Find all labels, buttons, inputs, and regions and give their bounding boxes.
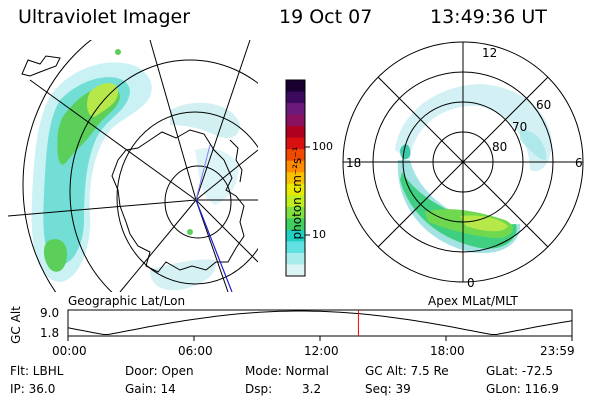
colorbar-tick-10: 10 xyxy=(312,228,326,241)
instrument-title: Ultraviolet Imager xyxy=(18,6,191,28)
left-map-label: Geographic Lat/Lon xyxy=(68,294,186,308)
magnetic-polar-map xyxy=(342,41,584,283)
colorbar xyxy=(285,79,310,277)
mlt-label-6: 6 xyxy=(575,156,583,170)
mlt-label-12: 12 xyxy=(482,46,498,60)
colorbar-swatch xyxy=(286,80,305,93)
colorbar-swatch xyxy=(286,137,305,150)
colorbar-swatch xyxy=(286,229,305,242)
info-mode: Mode: Normal xyxy=(245,364,329,378)
info-ip: IP: 36.0 xyxy=(10,382,56,396)
colorbar-swatch xyxy=(286,172,305,185)
longitude-lines xyxy=(8,40,258,292)
south-america-coastline xyxy=(21,55,61,77)
colorbar-swatch xyxy=(286,183,305,196)
colorbar-swatch xyxy=(286,114,305,127)
latitude-circles xyxy=(22,40,258,292)
colorbar-swatch xyxy=(286,195,305,208)
geographic-map xyxy=(8,40,258,292)
mlat-label-80: 80 xyxy=(492,140,508,154)
time-title: 13:49:36 UT xyxy=(430,6,547,28)
gc-xtick-2: 12:00 xyxy=(304,344,339,358)
gc-altitude-plot xyxy=(67,309,573,341)
info-gc-alt: GC Alt: 7.5 Re xyxy=(365,364,449,378)
info-seq: Seq: 39 xyxy=(365,382,411,396)
gc-ymin: 1.8 xyxy=(40,326,60,340)
mlat-label-60: 60 xyxy=(536,98,552,112)
right-auroral-emission xyxy=(395,84,552,254)
mlt-label-18: 18 xyxy=(346,156,362,170)
colorbar-swatch xyxy=(286,252,305,265)
colorbar-unit-label: photon cm⁻²s⁻¹ xyxy=(290,146,304,240)
colorbar-swatch xyxy=(286,218,305,231)
colorbar-swatch xyxy=(286,103,305,116)
gc-xticks xyxy=(67,336,573,341)
left-auroral-emission xyxy=(31,49,240,291)
colorbar-swatch xyxy=(286,241,305,254)
colorbar-swatch xyxy=(286,206,305,219)
colorbar-swatch xyxy=(286,91,305,104)
info-glon: GLon: 116.9 xyxy=(486,382,559,396)
gc-altitude-curve xyxy=(67,310,573,335)
info-dsp-value: 3.2 xyxy=(302,382,322,396)
info-door: Door: Open xyxy=(125,364,194,378)
info-glat: GLat: -72.5 xyxy=(486,364,553,378)
colorbar-swatch xyxy=(286,160,305,173)
ice-shelf-coastline xyxy=(229,139,243,183)
mlt-spokes xyxy=(343,42,583,282)
colorbar-swatch xyxy=(286,264,305,277)
gc-xtick-3: 18:00 xyxy=(430,344,465,358)
date-title: 19 Oct 07 xyxy=(279,6,373,28)
gc-xtick-1: 06:00 xyxy=(178,344,213,358)
gc-ymax: 9.0 xyxy=(40,306,60,320)
gc-ylabel: GC Alt xyxy=(9,306,23,344)
gc-xtick-0: 00:00 xyxy=(52,344,87,358)
sun-line-blue xyxy=(195,199,233,292)
colorbar-swatch xyxy=(286,126,305,139)
mlat-label-70: 70 xyxy=(512,120,528,134)
mlt-label-0: 0 xyxy=(467,276,475,290)
colorbar-swatch xyxy=(286,149,305,162)
sun-line-light xyxy=(195,144,211,201)
right-map-label: Apex MLat/MLT xyxy=(428,294,518,308)
info-dsp-label: Dsp: xyxy=(245,382,273,396)
colorbar-tick-100: 100 xyxy=(312,140,333,153)
antarctica-coastline xyxy=(111,129,245,273)
info-filter: Flt: LBHL xyxy=(10,364,64,378)
gc-xtick-4: 23:59 xyxy=(540,344,575,358)
info-gain: Gain: 14 xyxy=(125,382,176,396)
